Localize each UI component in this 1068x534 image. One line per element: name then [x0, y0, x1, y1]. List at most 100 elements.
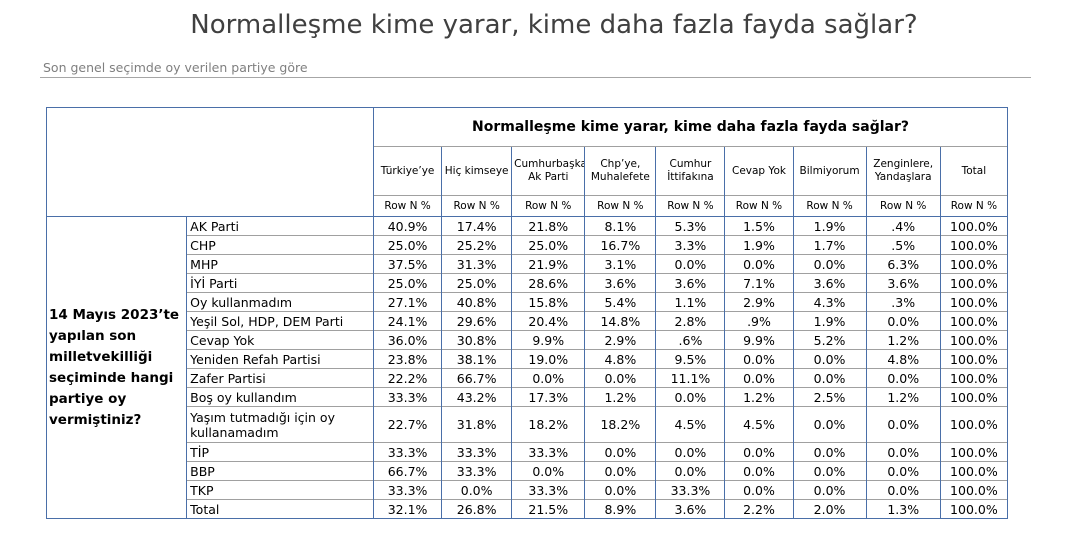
- table-cell: 0.0%: [724, 349, 793, 369]
- table-cell: 25.0%: [373, 235, 442, 255]
- table-cell: 0.0%: [792, 368, 867, 388]
- table-cell: 1.9%: [724, 235, 793, 255]
- table-cell: 19.0%: [511, 349, 585, 369]
- table-cell: .3%: [865, 292, 941, 312]
- table-cell: 4.8%: [584, 349, 656, 369]
- row-label: Yaşım tutmadığı için oy kullanamadım: [186, 406, 374, 443]
- column-header: Türkiye’ye: [373, 146, 442, 196]
- table-cell: 100.0%: [939, 406, 1009, 443]
- table-cell: 0.0%: [792, 349, 867, 369]
- table-cell: 66.7%: [441, 368, 512, 388]
- row-label: Total: [186, 499, 374, 519]
- table-cell: 29.6%: [441, 311, 512, 331]
- table-cell: 100.0%: [939, 311, 1009, 331]
- column-header: Cumhurbaşkanı, Ak Parti: [511, 146, 585, 196]
- subheader-cell: Row N %: [441, 195, 512, 217]
- table-cell: 38.1%: [441, 349, 512, 369]
- subheader-cell: Row N %: [373, 195, 442, 217]
- table-cell: 4.5%: [655, 406, 725, 443]
- table-cell: 21.9%: [511, 254, 585, 274]
- row-label: Zafer Partisi: [186, 368, 374, 388]
- table-row: Yeşil Sol, HDP, DEM Parti 24.1% 29.6% 20.4%…: [47, 311, 1009, 331]
- table-cell: 100.0%: [939, 216, 1009, 236]
- table-cell: 0.0%: [511, 368, 585, 388]
- table-cell: 0.0%: [655, 254, 725, 274]
- row-question: 14 Mayıs 2023’te yapılan son milletvekil…: [45, 216, 187, 519]
- table-cell: 100.0%: [939, 442, 1009, 462]
- table-cell: 25.2%: [441, 235, 512, 255]
- table-cell: 0.0%: [584, 461, 656, 481]
- column-header: Bilmiyorum: [792, 146, 867, 196]
- table-cell: 2.5%: [792, 387, 867, 407]
- table-cell: .6%: [655, 330, 725, 350]
- subheader-cell: Row N %: [724, 195, 793, 217]
- row-label: CHP: [186, 235, 374, 255]
- table-corner: [45, 107, 375, 217]
- table-cell: 100.0%: [939, 368, 1009, 388]
- subheader-cell: Row N %: [939, 195, 1009, 217]
- table-cell: 3.6%: [584, 273, 656, 293]
- table-cell: 0.0%: [584, 480, 656, 500]
- table-cell: 0.0%: [792, 406, 867, 443]
- table-cell: 7.1%: [724, 273, 793, 293]
- table-cell: 5.4%: [584, 292, 656, 312]
- table-cell: 100.0%: [939, 387, 1009, 407]
- table-cell: 100.0%: [939, 461, 1009, 481]
- table-cell: 4.5%: [724, 406, 793, 443]
- table-cell: 36.0%: [373, 330, 442, 350]
- table-cell: 31.3%: [441, 254, 512, 274]
- table-row: MHP 37.5% 31.3% 21.9% 3.1% 0.0% 0.0% 0.0% 6.3% 10…: [47, 254, 1009, 274]
- table-cell: 33.3%: [373, 442, 442, 462]
- table-row: CHP 25.0% 25.2% 25.0% 16.7% 3.3% 1.9% 1.7% .5% 10…: [47, 235, 1009, 255]
- table-cell: 43.2%: [441, 387, 512, 407]
- table-cell: 33.3%: [655, 480, 725, 500]
- table-cell: 3.3%: [655, 235, 725, 255]
- table-cell: 0.0%: [865, 368, 941, 388]
- subheader-cell: Row N %: [655, 195, 725, 217]
- table-cell: 25.0%: [511, 235, 585, 255]
- page-title: Normalleşme kime yarar, kime daha fazla …: [190, 10, 918, 40]
- table-cell: 22.2%: [373, 368, 442, 388]
- table-cell: 100.0%: [939, 254, 1009, 274]
- table-cell: 2.9%: [724, 292, 793, 312]
- table-row: Yeniden Refah Partisi 23.8% 38.1% 19.0% 4.8%…: [47, 349, 1009, 369]
- table-cell: 25.0%: [373, 273, 442, 293]
- table-cell: 27.1%: [373, 292, 442, 312]
- table-row: 14 Mayıs 2023’te yapılan son milletvekil…: [45, 216, 1009, 519]
- table-cell: 1.2%: [724, 387, 793, 407]
- table-cell: 3.6%: [865, 273, 941, 293]
- subheader-cell: Row N %: [584, 195, 656, 217]
- table-cell: 0.0%: [584, 368, 656, 388]
- row-label: Yeşil Sol, HDP, DEM Parti: [186, 311, 374, 331]
- table-cell: 0.0%: [724, 442, 793, 462]
- table-cell: 5.2%: [792, 330, 867, 350]
- table-cell: 3.6%: [655, 273, 725, 293]
- table-cell: 8.9%: [584, 499, 656, 519]
- table-cell: 33.3%: [511, 480, 585, 500]
- row-label: BBP: [186, 461, 374, 481]
- table-cell: 1.1%: [655, 292, 725, 312]
- table-row: Zafer Partisi 22.2% 66.7% 0.0% 0.0% 11.1% 0.0%…: [47, 368, 1009, 388]
- table-cell: 11.1%: [655, 368, 725, 388]
- table-row: TİP 33.3% 33.3% 33.3% 0.0% 0.0% 0.0% 0.0% 0.0% 10…: [47, 442, 1009, 462]
- row-label: MHP: [186, 254, 374, 274]
- table-cell: 33.3%: [373, 387, 442, 407]
- table-body: 14 Mayıs 2023’te yapılan son milletvekil…: [45, 216, 1009, 519]
- table-cell: 0.0%: [724, 461, 793, 481]
- table-cell: 1.2%: [865, 330, 941, 350]
- column-header: Total: [939, 146, 1009, 196]
- crosstab-table: Normalleşme kime yarar, kime daha fazla …: [45, 107, 1009, 519]
- table-cell: 33.3%: [441, 442, 512, 462]
- table-cell: 100.0%: [939, 292, 1009, 312]
- table-cell: 1.5%: [724, 216, 793, 236]
- table-cell: 2.8%: [655, 311, 725, 331]
- table-cell: 0.0%: [792, 461, 867, 481]
- table-cell: 100.0%: [939, 499, 1009, 519]
- table-cell: 0.0%: [724, 368, 793, 388]
- table-cell: 17.4%: [441, 216, 512, 236]
- row-label: AK Parti: [186, 216, 374, 236]
- table-cell: 40.8%: [441, 292, 512, 312]
- table-cell: 31.8%: [441, 406, 512, 443]
- table-cell: 2.9%: [584, 330, 656, 350]
